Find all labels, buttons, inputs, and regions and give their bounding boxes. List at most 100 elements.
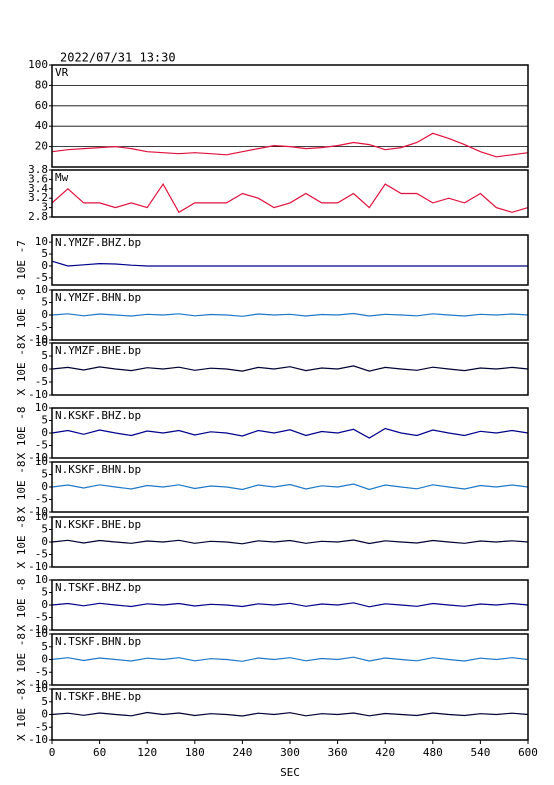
y-axis-label: X 10E -8 (15, 343, 28, 396)
y-tick-label: 0 (41, 308, 48, 321)
y-tick-label: -10 (28, 505, 48, 518)
y-tick-label: 10 (35, 510, 48, 523)
x-tick-label: 120 (137, 746, 157, 759)
y-tick-label: -5 (35, 548, 48, 561)
panel-label: N.YMZF.BHE.bp (55, 344, 141, 357)
y-tick-label: -5 (35, 439, 48, 452)
y-tick-label: 5 (41, 468, 48, 481)
panel-label: VR (55, 66, 69, 79)
y-tick-label: -5 (35, 665, 48, 678)
y-tick-label: 5 (41, 640, 48, 653)
y-tick-label: 5 (41, 247, 48, 260)
y-tick-label: 3.4 (28, 182, 48, 195)
y-tick-label: 0 (41, 480, 48, 493)
data-line (51, 182, 529, 214)
y-tick-label: 10 (35, 235, 48, 248)
y-tick-label: -10 (28, 560, 48, 573)
y-tick-label: 5 (41, 296, 48, 309)
y-tick-label: -10 (28, 388, 48, 401)
x-tick-label: 180 (185, 746, 205, 759)
panel-label: Mw (55, 171, 69, 184)
x-tick-label: 0 (49, 746, 56, 759)
y-axis-label: X 10E -8 (15, 407, 28, 460)
panel-label: N.TSKF.BHE.bp (55, 690, 141, 703)
y-axis-label: X 10E -8 (15, 289, 28, 342)
y-tick-label: 3.6 (28, 172, 48, 185)
panel-frame (51, 461, 529, 513)
panel-label: N.YMZF.BHZ.bp (55, 236, 141, 249)
y-tick-label: 5 (41, 695, 48, 708)
y-axis-label: X 10E -8 (15, 579, 28, 632)
x-tick-label: 300 (280, 746, 300, 759)
y-tick-label: 10 (35, 682, 48, 695)
y-tick-label: 10 (35, 455, 48, 468)
y-tick-label: 0 (41, 653, 48, 666)
y-tick-label: -10 (28, 451, 48, 464)
panel-frame (51, 342, 529, 396)
y-tick-label: 5 (41, 523, 48, 536)
y-tick-label: 0 (41, 708, 48, 721)
y-tick-label: 10 (35, 336, 48, 349)
data-line (51, 483, 529, 491)
y-tick-label: 5 (41, 349, 48, 362)
y-axis-label: X 10E -8 (15, 461, 28, 514)
panel-label: N.KSKF.BHZ.bp (55, 409, 141, 422)
panel-label: N.KSKF.BHN.bp (55, 463, 141, 476)
y-tick-label: 10 (35, 573, 48, 586)
panel-frame (51, 407, 529, 459)
y-tick-label: 3.8 (28, 163, 48, 176)
x-tick-label: 360 (328, 746, 348, 759)
y-tick-label: 10 (35, 627, 48, 640)
data-line (51, 711, 529, 717)
y-tick-label: 100 (28, 58, 48, 71)
y-tick-label: 10 (35, 283, 48, 296)
y-tick-label: 0 (41, 426, 48, 439)
x-tick-label: 420 (375, 746, 395, 759)
y-tick-label: -5 (35, 720, 48, 733)
y-tick-label: 20 (35, 140, 48, 153)
y-tick-label: 2.8 (28, 210, 48, 223)
y-tick-label: 5 (41, 414, 48, 427)
y-tick-label: -5 (35, 375, 48, 388)
data-line (51, 427, 529, 439)
y-tick-label: 0 (41, 535, 48, 548)
data-line (51, 539, 529, 545)
y-tick-label: 3.2 (28, 191, 48, 204)
panel-frame (51, 289, 529, 341)
panel-frame (51, 234, 529, 286)
x-tick-label: 540 (470, 746, 490, 759)
y-tick-label: 0 (41, 598, 48, 611)
panel-label: N.YMZF.BHN.bp (55, 291, 141, 304)
panel-frame (51, 633, 529, 686)
x-tick-label: 600 (518, 746, 538, 759)
y-tick-label: -5 (35, 611, 48, 624)
y-tick-label: -10 (28, 333, 48, 346)
y-tick-label: -5 (35, 493, 48, 506)
y-tick-label: 10 (35, 401, 48, 414)
panel-label: N.TSKF.BHN.bp (55, 635, 141, 648)
y-tick-label: 80 (35, 78, 48, 91)
chart-title: 2022/07/31 13:30 (60, 51, 176, 65)
x-tick-label: 480 (423, 746, 443, 759)
panel-frame (51, 169, 529, 218)
data-line (51, 365, 529, 372)
data-line (51, 602, 529, 608)
y-tick-label: -5 (35, 321, 48, 334)
y-tick-label: 0 (41, 362, 48, 375)
y-tick-label: -5 (35, 271, 48, 284)
y-tick-label: -10 (28, 678, 48, 691)
y-axis-label: X 10E -8 (15, 688, 28, 741)
y-tick-label: 60 (35, 99, 48, 112)
panel-frame (51, 64, 529, 168)
y-tick-label: 5 (41, 586, 48, 599)
panel-label: N.KSKF.BHE.bp (55, 518, 141, 531)
x-axis-label: SEC (280, 766, 300, 779)
panel-label: N.TSKF.BHZ.bp (55, 581, 141, 594)
data-line (51, 656, 529, 662)
data-line (51, 312, 529, 317)
y-axis-label: X 10E -8 (15, 516, 28, 569)
y-tick-label: 0 (41, 259, 48, 272)
x-tick-label: 240 (232, 746, 252, 759)
panel-frame (51, 579, 529, 631)
y-tick-label: 40 (35, 119, 48, 132)
